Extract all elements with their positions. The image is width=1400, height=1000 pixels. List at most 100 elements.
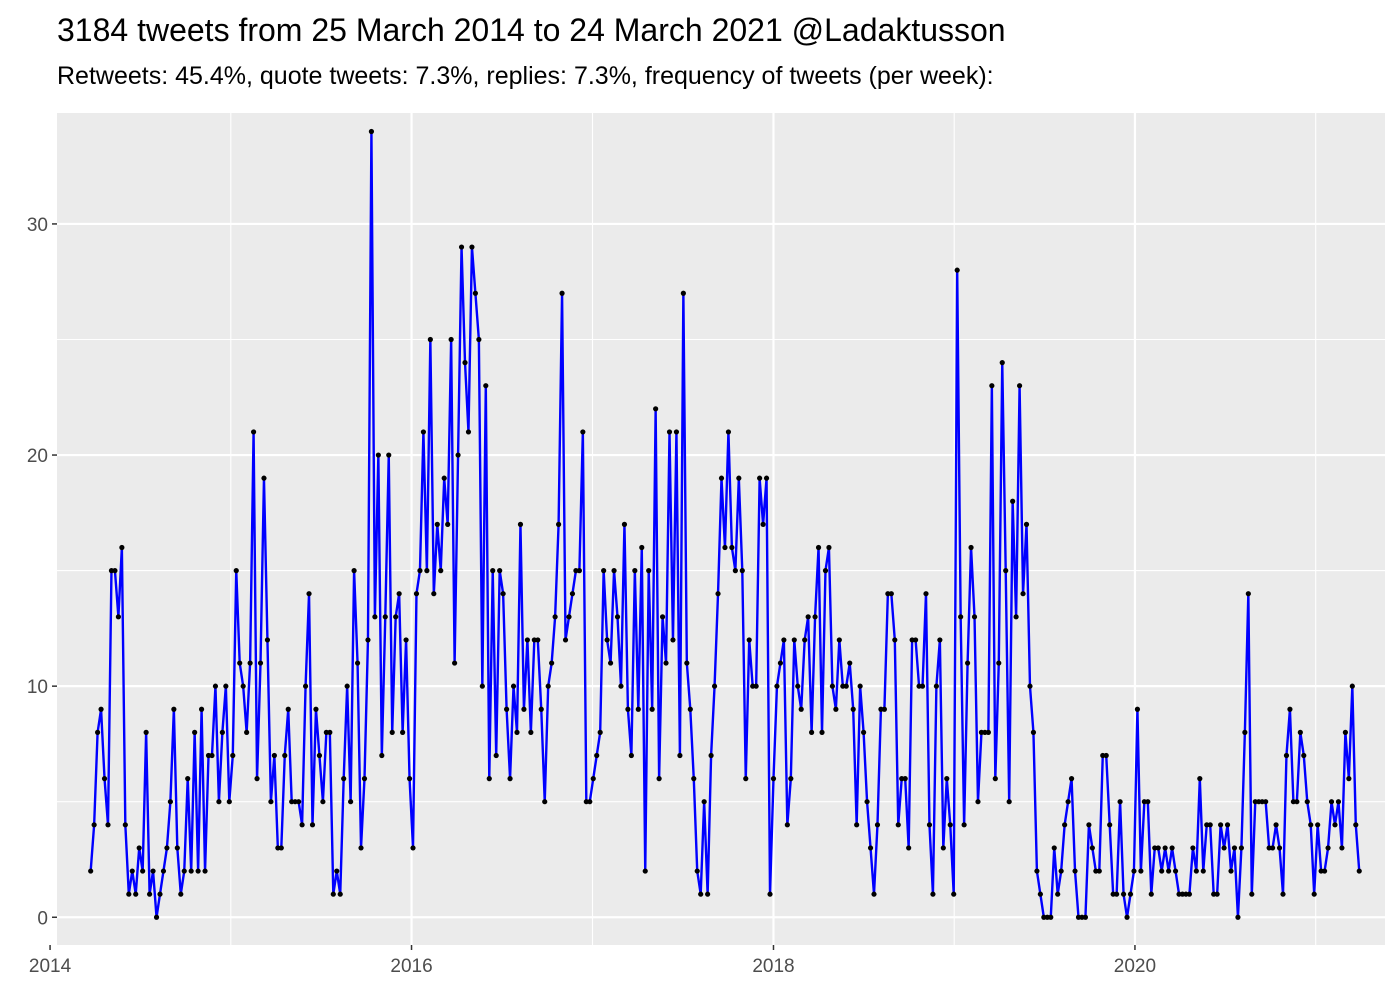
data-point [999,360,1005,366]
data-point [1221,845,1227,851]
data-point [1280,891,1286,897]
data-point [739,568,745,574]
data-point [1096,868,1102,874]
data-point [351,568,357,574]
data-point [964,660,971,666]
data-point [729,544,735,551]
data-point [628,752,634,759]
data-point [181,868,187,874]
data-point [528,729,534,735]
data-point [1235,914,1241,920]
data-point [1162,845,1168,851]
data-point [146,891,153,897]
data-point [847,660,853,666]
data-point [438,568,444,574]
data-point [95,729,101,735]
data-point [153,914,160,920]
data-point [389,729,395,735]
data-point [632,568,638,574]
data-point [1297,729,1303,735]
data-point [1335,799,1342,805]
data-point [552,614,558,620]
data-point [1276,845,1283,851]
data-point [760,521,766,527]
data-point [510,683,517,689]
data-point [996,660,1002,666]
data-point [1353,822,1359,828]
data-point [299,822,305,828]
data-point [368,128,375,135]
data-point [88,868,94,874]
data-point [136,845,142,851]
data-point [642,868,648,874]
data-point [698,891,704,897]
data-point [1197,776,1203,782]
data-point [223,683,229,689]
data-point [393,614,399,620]
data-point [1294,799,1300,805]
data-point [98,706,104,712]
data-point [892,637,898,643]
data-point [417,568,423,574]
data-point [715,591,721,597]
data-point [871,891,877,897]
data-point [850,706,856,712]
data-point [348,799,354,805]
data-point [403,637,409,643]
data-point [264,637,271,643]
data-point [601,568,607,574]
data-point [926,822,933,828]
data-point [448,336,454,343]
data-point [746,637,752,643]
data-point [410,845,416,851]
data-point [549,660,555,666]
data-point [590,776,596,782]
data-point [822,568,829,574]
data-point [1103,752,1109,759]
data-point [1023,521,1030,527]
data-point [1311,891,1317,897]
data-point [129,868,135,874]
x-tick-label-2020: 2020 [1114,956,1156,977]
data-point [195,868,201,874]
data-point [115,614,121,620]
data-point [621,521,628,527]
data-point [666,429,673,435]
data-point [504,706,510,712]
data-point [212,683,219,689]
data-point [406,776,413,782]
data-point [1051,845,1057,851]
y-tick-label-0: 0 [37,908,48,929]
data-point [230,752,236,759]
data-point [1034,868,1040,874]
data-point [646,568,652,574]
data-point [476,336,482,343]
data-point [171,706,177,712]
y-tick-label-20: 20 [27,446,48,467]
data-point [725,429,732,435]
data-point [344,683,350,689]
data-point [559,290,565,296]
data-point [126,891,132,897]
data-point [1086,822,1092,828]
data-point [458,244,465,250]
data-point [1349,683,1355,689]
data-point [396,591,402,597]
data-point [1003,568,1009,574]
data-point [434,521,440,527]
data-point [594,752,600,759]
data-point [815,544,822,551]
data-point [247,660,253,666]
data-point [1027,683,1033,689]
data-point [313,706,319,712]
data-point [133,891,139,897]
data-point [1138,868,1144,874]
data-point [861,729,867,735]
data-point [1342,729,1348,735]
data-point [1134,706,1141,712]
data-point [1148,891,1154,897]
data-point [1321,868,1328,874]
data-point [469,244,475,250]
y-tick-label-10: 10 [27,677,48,698]
